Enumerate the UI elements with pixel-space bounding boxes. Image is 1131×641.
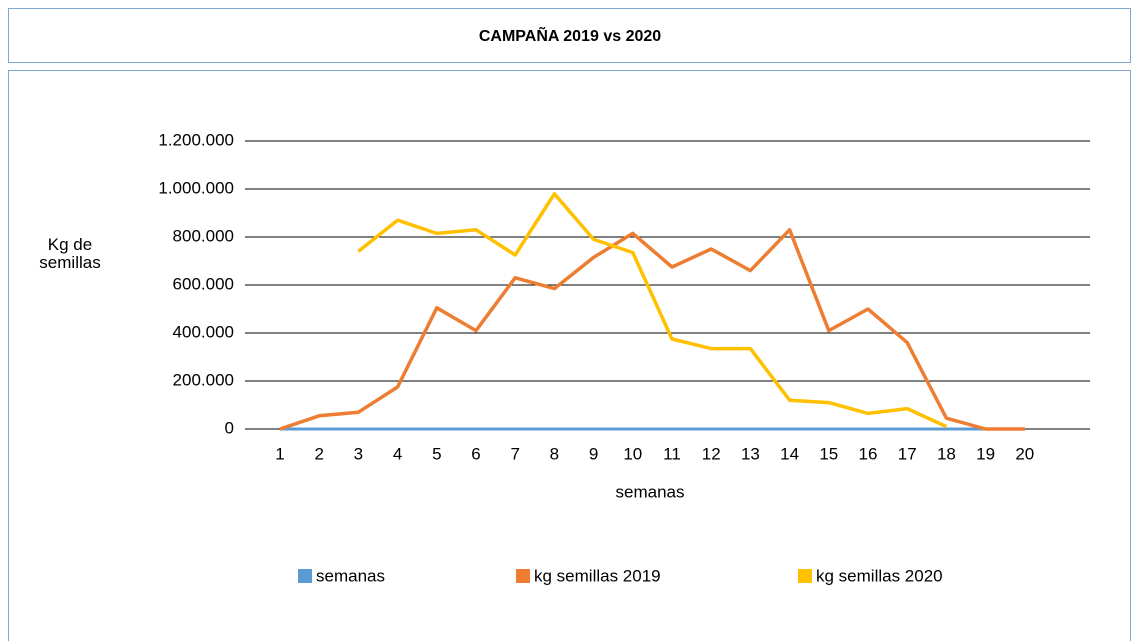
y-tick-label: 600.000 <box>173 274 234 293</box>
x-tick-label: 10 <box>623 444 642 463</box>
series-line <box>357 192 948 429</box>
x-tick-label: 17 <box>898 444 917 463</box>
x-tick-label: 9 <box>589 444 598 463</box>
x-tick-label: 5 <box>432 444 441 463</box>
legend-swatch <box>516 569 530 583</box>
x-axis-label: semanas <box>616 482 685 501</box>
chart-title: CAMPAÑA 2019 vs 2020 <box>479 25 661 45</box>
y-tick-label: 800.000 <box>173 226 234 245</box>
y-tick-label: 400.000 <box>173 322 234 341</box>
y-tick-label: 1.200.000 <box>158 130 234 149</box>
y-axis-label: Kg de semillas <box>39 235 101 272</box>
x-tick-label: 11 <box>663 444 681 463</box>
legend-label: semanas <box>316 566 385 585</box>
x-tick-label: 20 <box>1015 444 1034 463</box>
x-tick-label: 18 <box>937 444 956 463</box>
legend-swatch <box>798 569 812 583</box>
x-tick-label: 8 <box>550 444 559 463</box>
x-tick-label: 16 <box>859 444 878 463</box>
title-box <box>8 8 1131 63</box>
x-tick-label: 12 <box>702 444 721 463</box>
legend-label: kg semillas 2019 <box>534 566 661 585</box>
legend-label: kg semillas 2020 <box>816 566 943 585</box>
x-tick-label: 2 <box>314 444 323 463</box>
x-tick-label: 19 <box>976 444 995 463</box>
x-tick-label: 4 <box>393 444 402 463</box>
series-line <box>279 228 1025 431</box>
x-tick-label: 1 <box>275 444 284 463</box>
x-tick-label: 3 <box>354 444 363 463</box>
y-tick-label: 200.000 <box>173 370 234 389</box>
y-tick-label: 1.000.000 <box>158 178 234 197</box>
legend-swatch <box>298 569 312 583</box>
y-tick-label: 0 <box>225 418 234 437</box>
x-tick-label: 14 <box>780 444 799 463</box>
x-tick-label: 7 <box>510 444 519 463</box>
x-tick-label: 13 <box>741 444 760 463</box>
x-tick-label: 6 <box>471 444 480 463</box>
x-tick-label: 15 <box>819 444 838 463</box>
chart-box <box>8 70 1131 641</box>
